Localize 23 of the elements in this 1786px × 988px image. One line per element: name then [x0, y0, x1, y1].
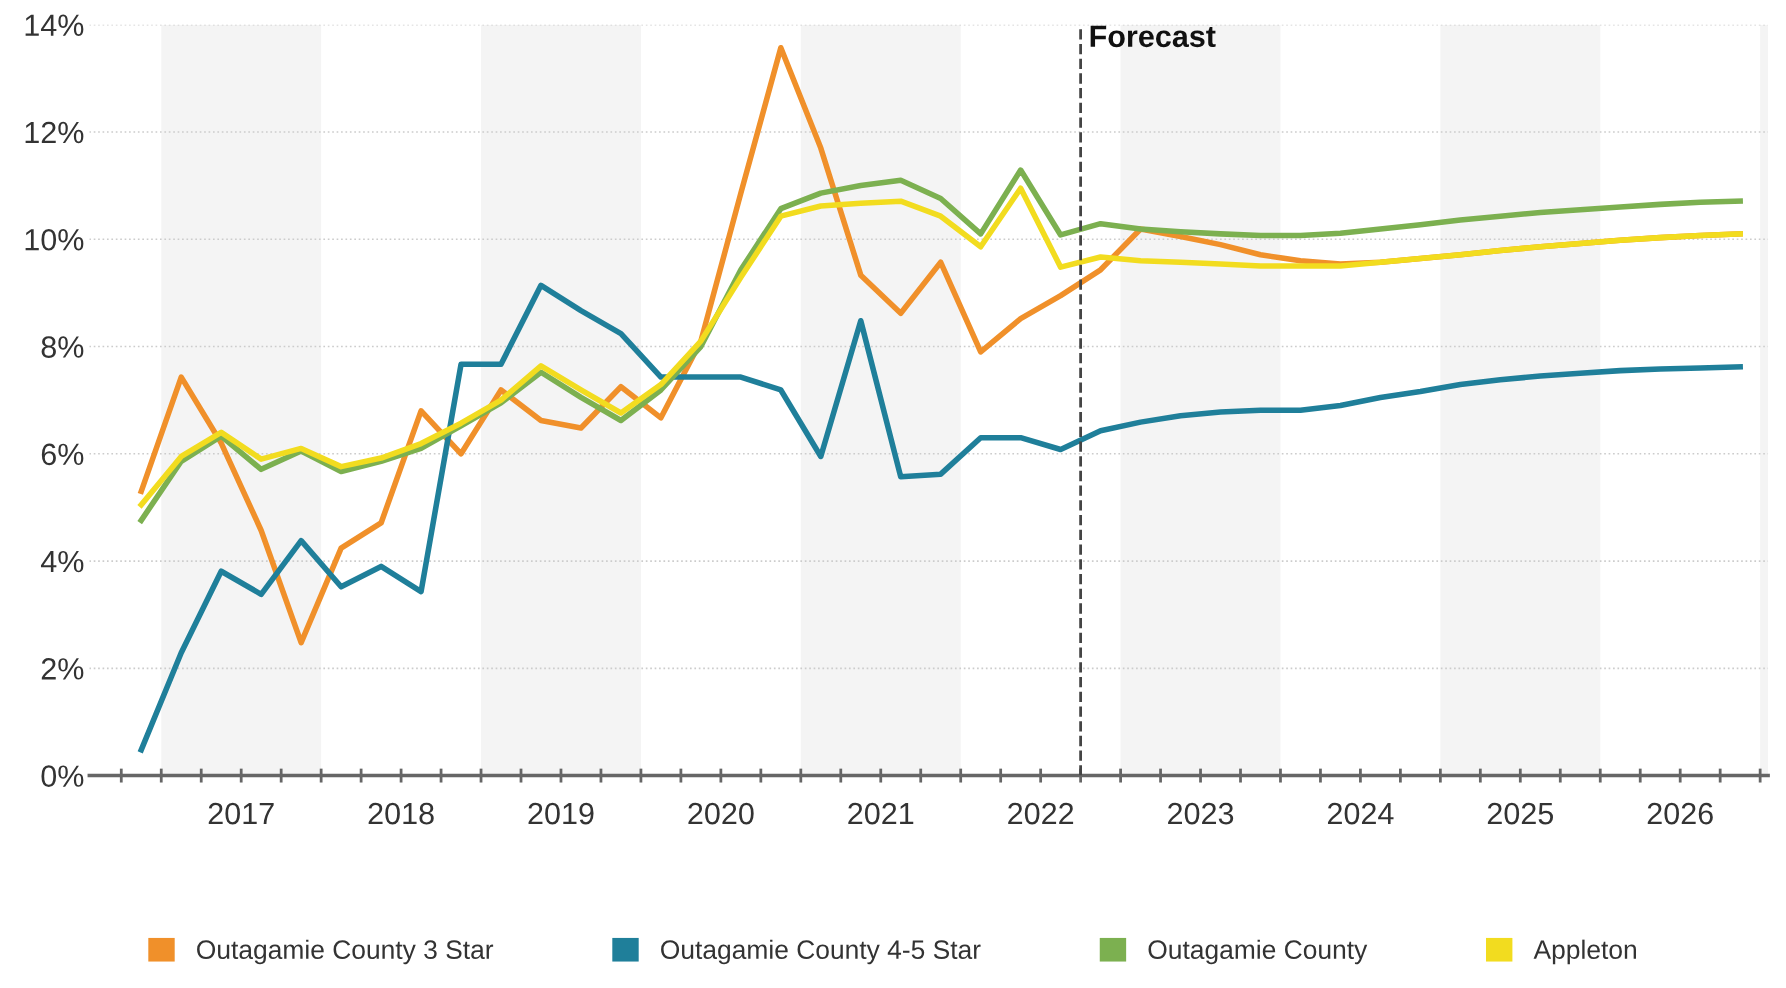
y-tick-label: 14%	[25, 14, 84, 36]
y-tick-label: 10%	[25, 228, 84, 251]
y-tick-label: 6%	[41, 443, 84, 466]
x-tick-label: 2020	[688, 802, 754, 825]
x-tick-label: 2021	[848, 802, 914, 825]
legend-label: Outagamie County 3 Star	[197, 939, 494, 965]
x-tick-label: 2026	[1647, 802, 1713, 825]
x-tick-label: 2023	[1168, 802, 1234, 825]
ref-line-label: Forecast	[1090, 25, 1216, 48]
y-tick-label: 12%	[25, 121, 84, 144]
y-tick-label: 0%	[41, 765, 84, 787]
y-tick-label: 8%	[41, 336, 84, 358]
x-tick-label: 2017	[208, 802, 274, 825]
y-tick-label: 4%	[40, 550, 84, 573]
legend-label: Outagamie County	[1148, 939, 1368, 965]
x-tick-label: 2018	[368, 802, 434, 825]
x-tick-label: 2024	[1327, 802, 1394, 825]
legend-label: Appleton	[1533, 939, 1636, 965]
y-tick-label: 2%	[41, 658, 84, 680]
legend-label: Outagamie County 4-5 Star	[661, 939, 981, 965]
x-tick-label: 2022	[1008, 802, 1074, 825]
x-tick-label: 2025	[1487, 802, 1554, 825]
x-tick-label: 2019	[528, 802, 594, 825]
